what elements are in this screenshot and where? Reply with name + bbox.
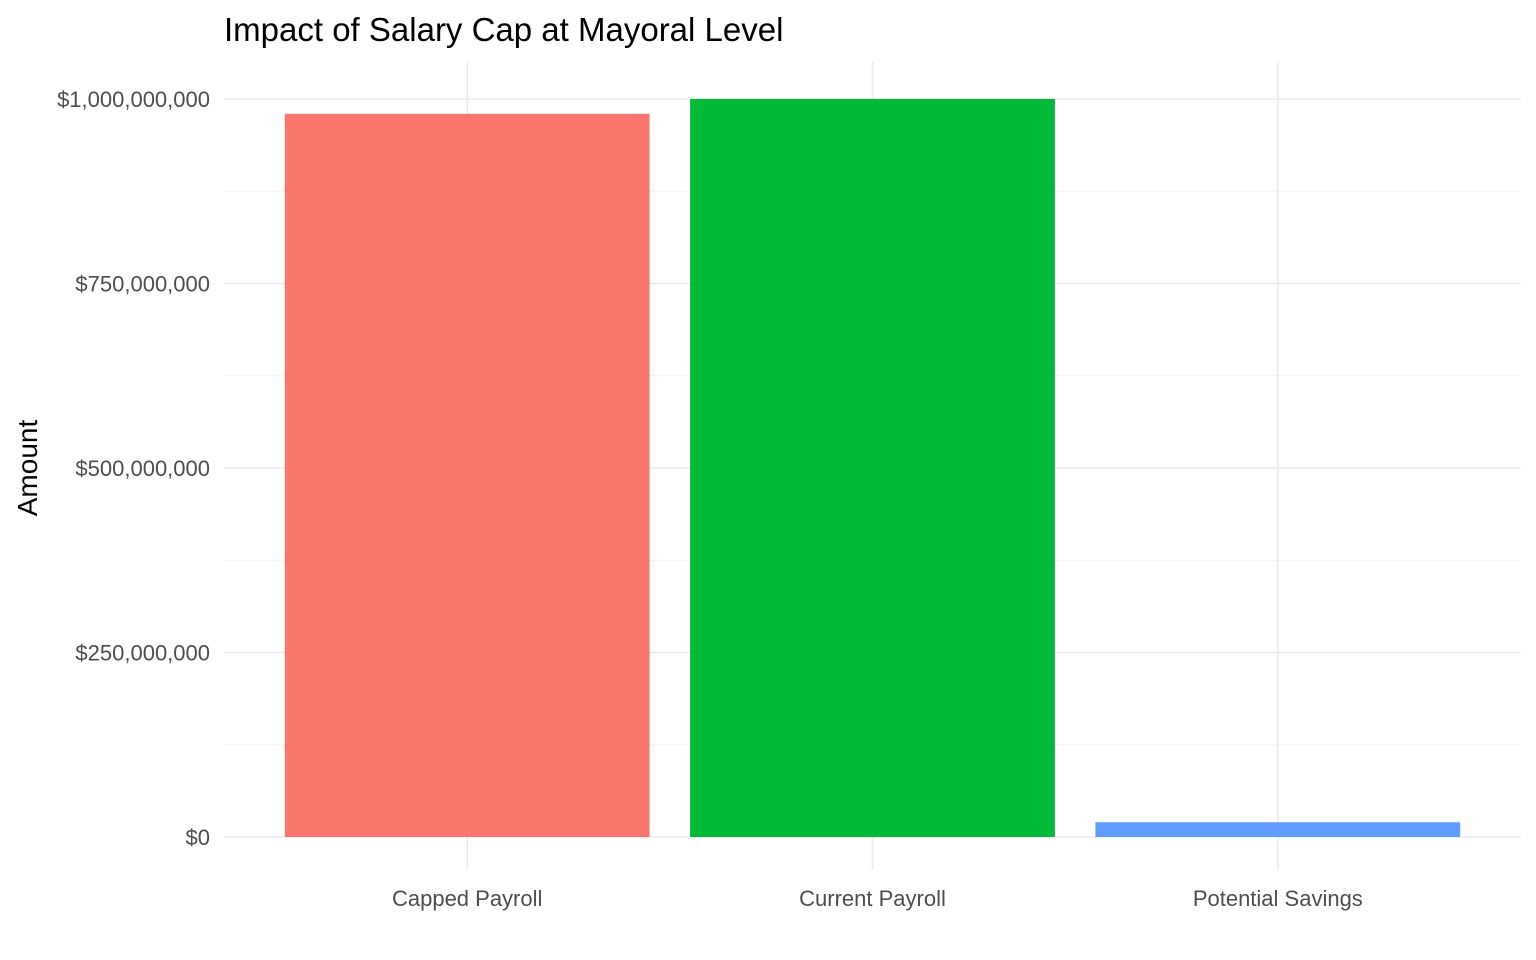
bar-potential-savings [1095,822,1461,837]
y-axis-label: Amount [12,420,43,517]
x-axis-tick-labels: Capped Payroll Current Payroll Potential S… [392,886,1363,911]
y-tick-label: $0 [186,825,210,850]
y-tick-label: $500,000,000 [75,456,210,481]
bar-capped-payroll [284,113,650,837]
bars [284,99,1461,837]
y-tick-label: $1,000,000,000 [57,87,210,112]
y-tick-label: $750,000,000 [75,272,210,297]
x-tick-label: Potential Savings [1193,886,1363,911]
y-axis-tick-labels: $0 $250,000,000 $500,000,000 $750,000,000 $1… [57,87,210,850]
y-tick-label: $250,000,000 [75,641,210,666]
x-tick-label: Current Payroll [799,886,946,911]
bar-current-payroll [690,99,1055,837]
chart-title: Impact of Salary Cap at Mayoral Level [224,11,783,48]
x-tick-label: Capped Payroll [392,886,542,911]
